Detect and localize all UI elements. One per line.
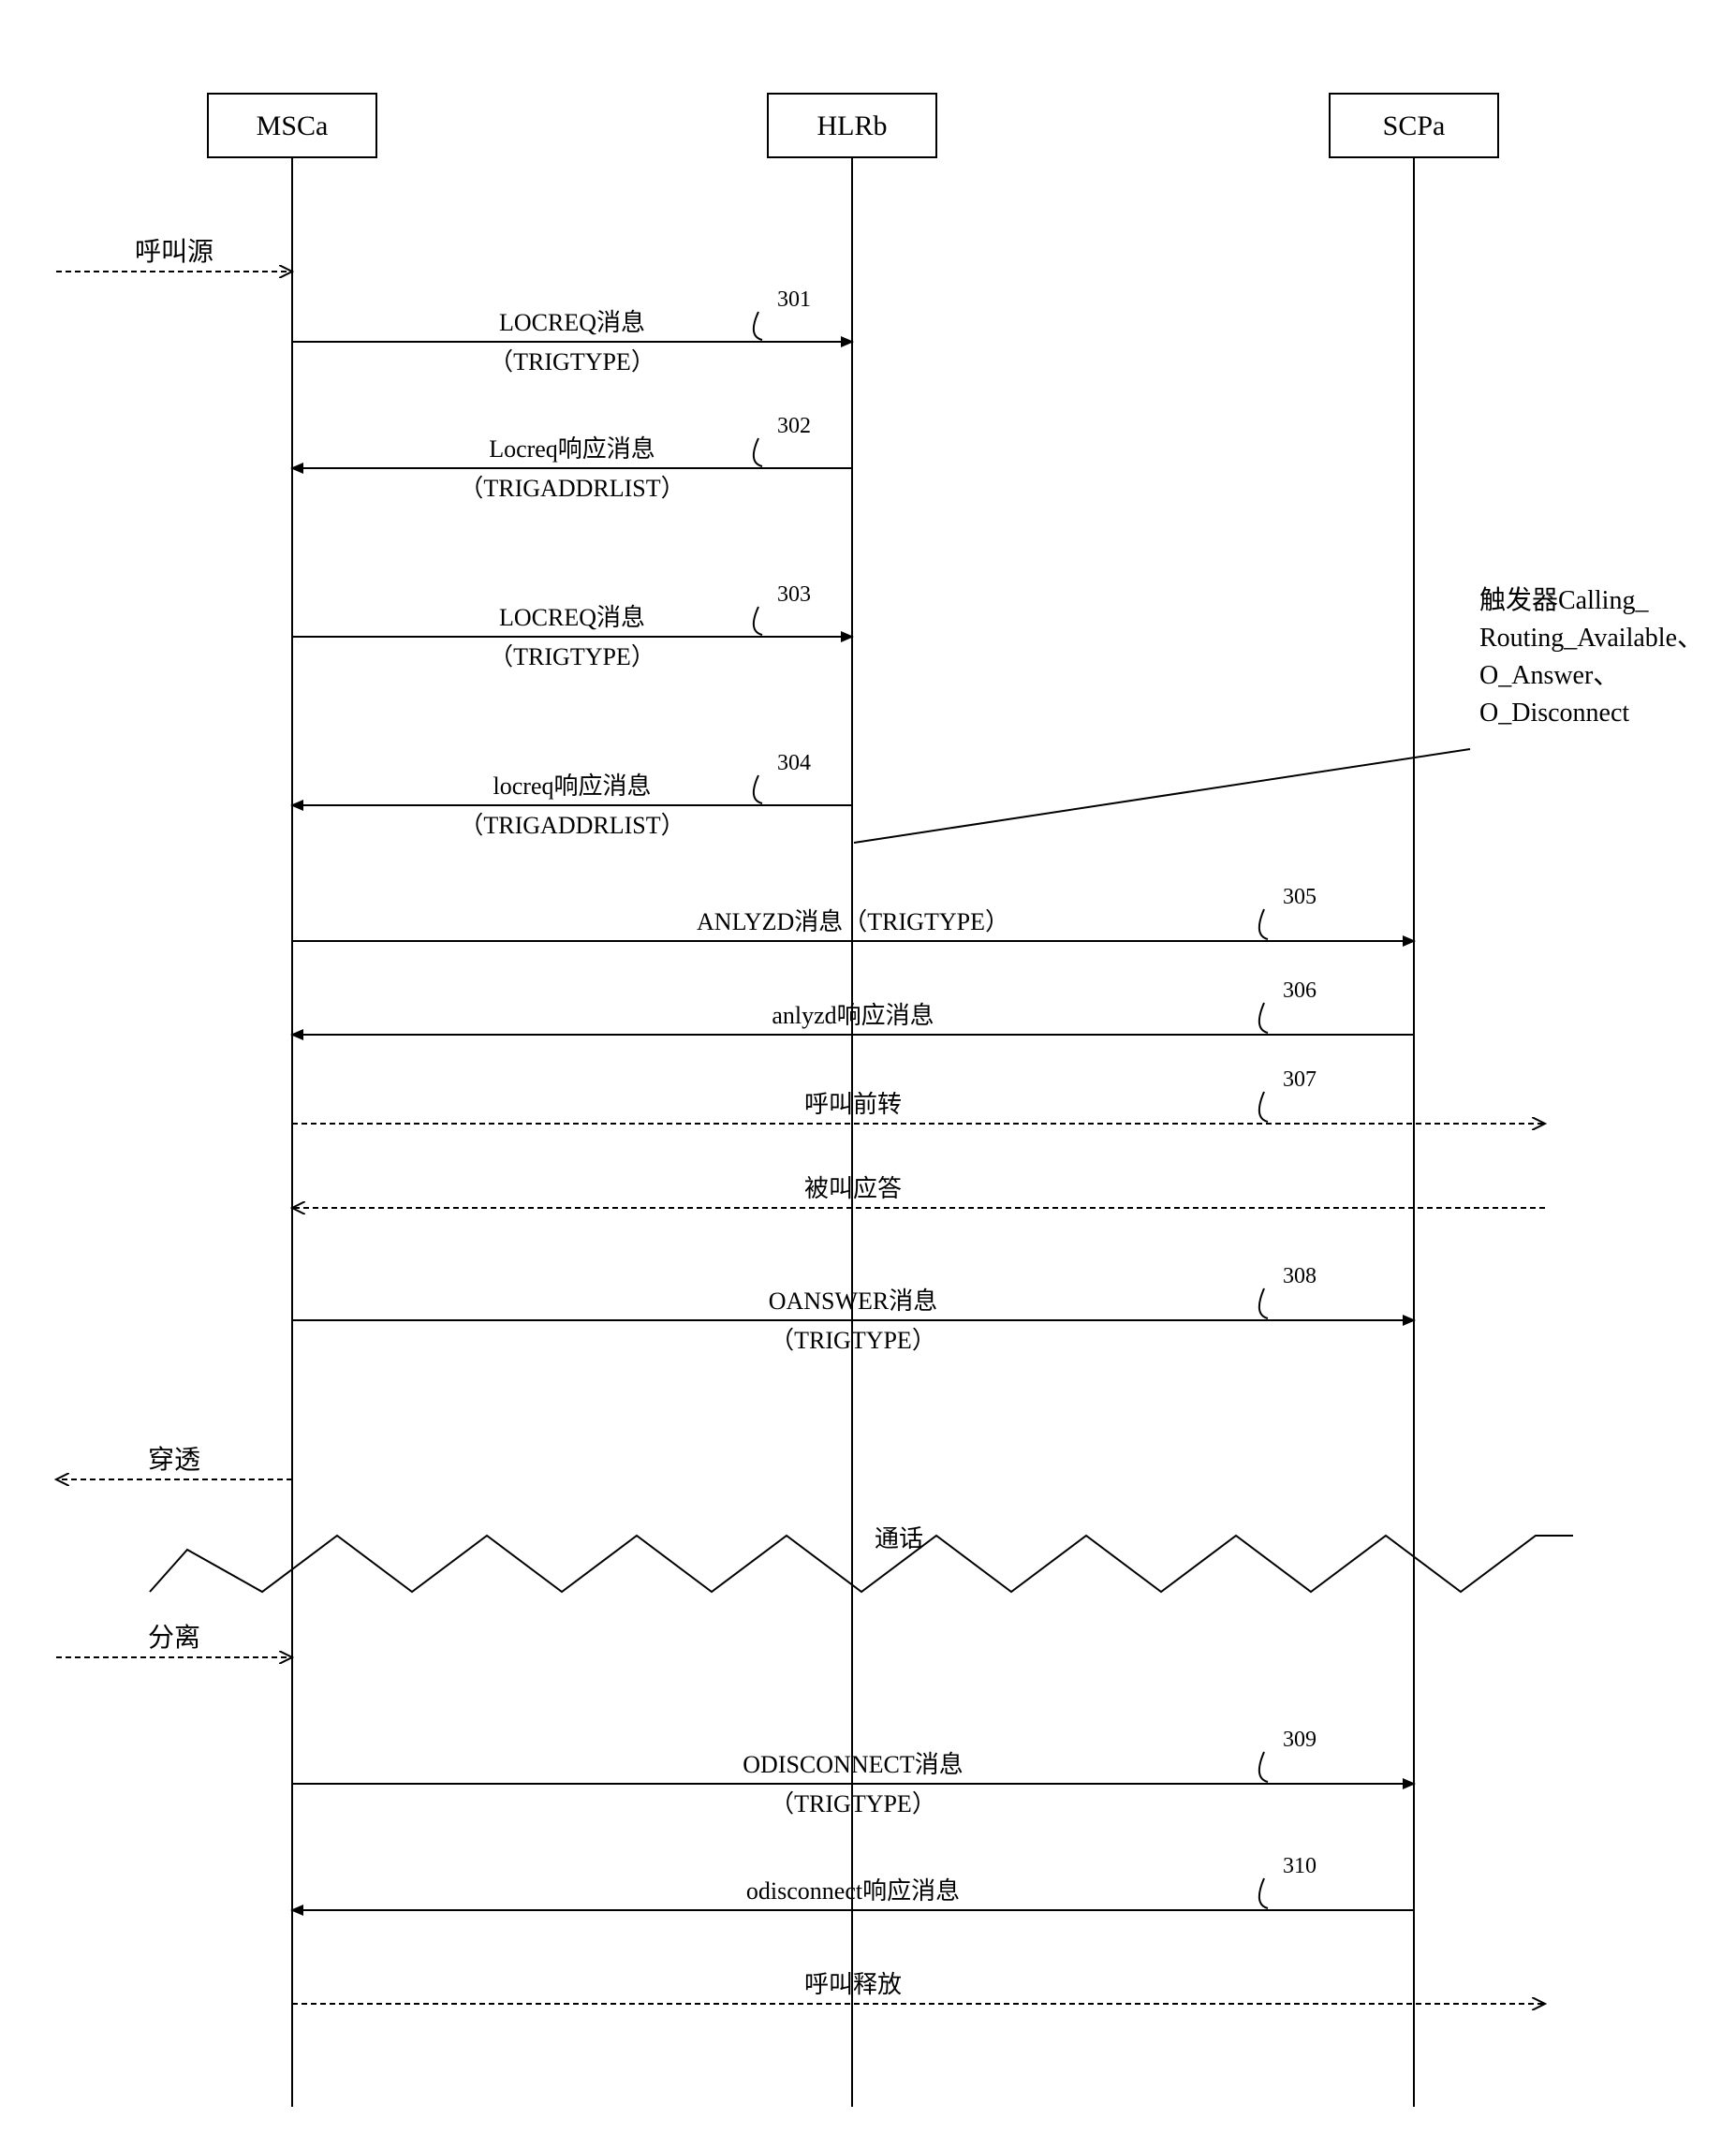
message-label-m308: OANSWER消息 <box>769 1287 938 1315</box>
message-label-m303: LOCREQ消息 <box>499 604 645 631</box>
leader-m302 <box>754 438 762 466</box>
leader-m301 <box>754 312 762 340</box>
leader-m308 <box>1259 1288 1268 1318</box>
side-event-label-separate: 分离 <box>148 1623 200 1653</box>
trigger-note-line-2: O_Answer、 <box>1479 661 1619 690</box>
message-label-m305: ANLYZD消息（TRIGTYPE） <box>697 908 1009 935</box>
message-sub-m304: （TRIGADDRLIST） <box>459 812 684 839</box>
participant-label-scpa: SCPa <box>1383 110 1446 141</box>
message-num-m303: 303 <box>777 582 811 607</box>
sequence-diagram: MSCa HLRb SCPa 呼叫源穿透分离 LOCREQ消息 （TRIGTYPE） 301… <box>0 0 1736 2148</box>
message-label-m-ans: 被叫应答 <box>804 1175 902 1202</box>
message-num-m306: 306 <box>1283 978 1317 1003</box>
message-sub-m308: （TRIGTYPE） <box>770 1327 936 1354</box>
message-label-m307: 呼叫前转 <box>804 1091 902 1118</box>
leader-m310 <box>1259 1878 1268 1908</box>
message-num-m301: 301 <box>777 287 811 312</box>
participant-label-hlrb: HLRb <box>817 110 888 141</box>
zigzag-call <box>150 1536 1573 1592</box>
leader-m309 <box>1259 1752 1268 1782</box>
message-label-m310: odisconnect响应消息 <box>746 1877 960 1905</box>
message-label-m306: anlyzd响应消息 <box>772 1002 934 1029</box>
leader-m303 <box>754 607 762 635</box>
message-num-m309: 309 <box>1283 1728 1317 1752</box>
leader-m304 <box>754 775 762 803</box>
message-label-m301: LOCREQ消息 <box>499 309 645 336</box>
message-num-m308: 308 <box>1283 1264 1317 1288</box>
message-sub-m301: （TRIGTYPE） <box>489 348 655 375</box>
trigger-note-line-3: O_Disconnect <box>1479 699 1629 728</box>
participant-label-msca: MSCa <box>257 110 329 141</box>
message-label-m309: ODISCONNECT消息 <box>743 1751 963 1778</box>
side-event-label-call-origin: 呼叫源 <box>135 237 213 267</box>
trigger-note-line-1: Routing_Available、 <box>1479 624 1703 653</box>
message-sub-m309: （TRIGTYPE） <box>770 1790 936 1817</box>
message-sub-m303: （TRIGTYPE） <box>489 643 655 670</box>
leader-m305 <box>1259 909 1268 939</box>
side-event-label-passthrough: 穿透 <box>148 1445 200 1475</box>
message-num-m302: 302 <box>777 414 811 438</box>
trigger-note-leader <box>854 749 1470 843</box>
message-label-m304: locreq响应消息 <box>493 772 652 800</box>
message-label-m-rel: 呼叫释放 <box>804 1971 902 1998</box>
zigzag-label: 通话 <box>875 1525 923 1552</box>
message-num-m305: 305 <box>1283 885 1317 909</box>
message-num-m304: 304 <box>777 751 811 775</box>
message-num-m310: 310 <box>1283 1854 1317 1878</box>
leader-m306 <box>1259 1003 1268 1033</box>
trigger-note-line-0: 触发器Calling_ <box>1479 585 1649 615</box>
message-num-m307: 307 <box>1283 1067 1317 1092</box>
leader-m307 <box>1259 1092 1268 1122</box>
message-label-m302: Locreq响应消息 <box>489 435 655 463</box>
message-sub-m302: （TRIGADDRLIST） <box>459 475 684 502</box>
